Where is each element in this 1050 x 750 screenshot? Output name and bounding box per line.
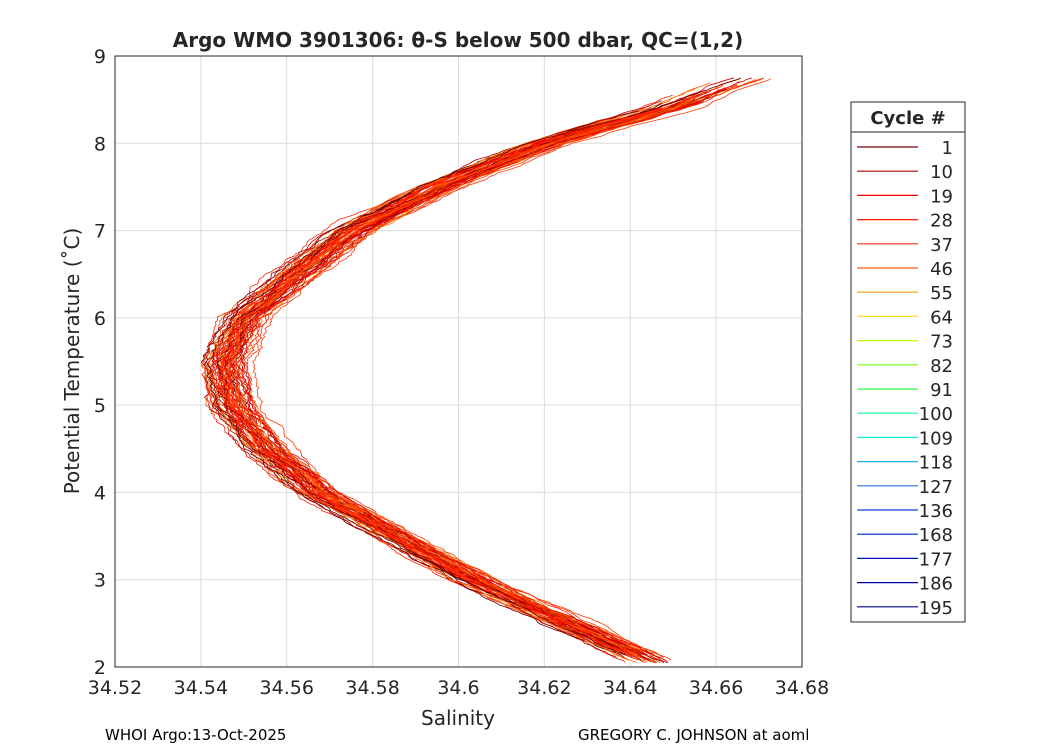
y-tick-label: 2 — [94, 657, 106, 679]
y-tick-label: 9 — [94, 46, 106, 68]
legend-label: 10 — [930, 162, 953, 183]
legend-label: 28 — [930, 211, 953, 232]
legend-label: 177 — [919, 549, 953, 570]
profile-line — [230, 88, 720, 661]
legend-label: 109 — [919, 428, 953, 449]
x-tick-label: 34.56 — [260, 677, 314, 699]
y-axis-label: Potential Temperature (˚C) — [60, 228, 84, 495]
profile-line — [216, 102, 663, 661]
x-tick-label: 34.58 — [345, 677, 399, 699]
legend-label: 64 — [930, 307, 953, 328]
y-tick-label: 3 — [94, 570, 106, 592]
y-tick-label: 6 — [94, 308, 106, 330]
profile-line — [252, 78, 763, 661]
chart-title: Argo WMO 3901306: θ-S below 500 dbar, QC… — [173, 28, 743, 52]
x-tick-label: 34.64 — [603, 677, 657, 699]
legend-label: 127 — [919, 477, 953, 498]
x-tick-label: 34.66 — [689, 677, 743, 699]
y-tick-label: 5 — [94, 395, 106, 417]
legend-label: 73 — [930, 332, 953, 353]
legend-label: 118 — [919, 453, 953, 474]
footer-author: GREGORY C. JOHNSON at aoml — [578, 726, 810, 744]
legend-label: 186 — [919, 574, 953, 595]
footer-source: WHOI Argo:13-Oct-2025 — [105, 726, 287, 744]
legend-box — [850, 101, 966, 623]
legend-label: 1 — [942, 138, 953, 159]
legend-label: 55 — [930, 283, 953, 304]
legend-label: 82 — [930, 356, 953, 377]
profile-line — [228, 94, 702, 653]
legend-label: 136 — [919, 501, 953, 522]
x-tick-label: 34.68 — [775, 677, 829, 699]
profile-line — [214, 120, 641, 661]
legend-label: 168 — [919, 525, 953, 546]
legend-label: 91 — [930, 380, 953, 401]
legend-label: 195 — [919, 598, 953, 619]
x-tick-label: 34.54 — [174, 677, 228, 699]
profile-line — [236, 84, 739, 653]
profile-line — [206, 126, 645, 663]
legend-label: 46 — [930, 259, 953, 280]
x-tick-label: 34.6 — [437, 677, 479, 699]
legend-label: 37 — [930, 235, 953, 256]
profile-line — [244, 78, 772, 656]
legend-label: 19 — [930, 186, 953, 207]
x-tick-label: 34.62 — [517, 677, 571, 699]
y-tick-label: 8 — [94, 133, 106, 155]
y-tick-label: 7 — [94, 221, 106, 243]
y-tick-label: 4 — [94, 482, 106, 504]
profile-line — [224, 97, 703, 656]
legend-title: Cycle # — [870, 108, 945, 129]
profile-line — [219, 107, 662, 653]
profile-line — [206, 120, 626, 656]
profile-line — [235, 80, 740, 663]
profile-line — [217, 110, 654, 658]
x-axis-label: Salinity — [421, 706, 495, 730]
plot-frame — [114, 55, 803, 668]
legend-label: 100 — [919, 404, 953, 425]
legend: Cycle # 1 10 19 28 37 46 55 64 73 82 91 100 109 118 127… — [850, 101, 966, 623]
x-tick-label: 34.52 — [88, 677, 142, 699]
